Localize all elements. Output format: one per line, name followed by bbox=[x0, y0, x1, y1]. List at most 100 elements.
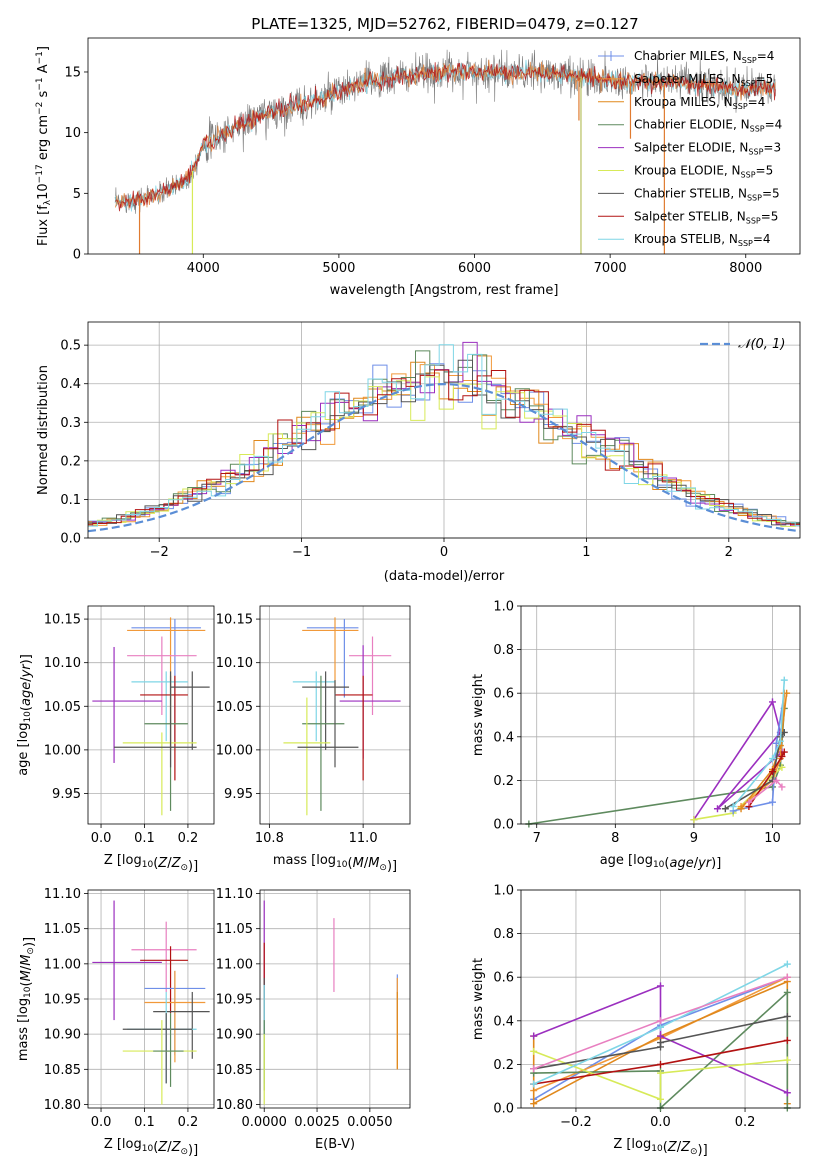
y-tick-label: 5 bbox=[73, 187, 81, 202]
histogram-step bbox=[88, 359, 800, 527]
legend-part: Kroupa MILES, N bbox=[634, 95, 733, 109]
label-part: mass [log bbox=[16, 998, 31, 1061]
x-tick-label: 9 bbox=[690, 831, 698, 846]
weight-point bbox=[783, 1012, 791, 1020]
legend-part: =5 bbox=[762, 186, 780, 200]
label-part: / bbox=[19, 677, 34, 682]
y-tick-label: 11.10 bbox=[216, 887, 253, 902]
x-axis-label: (data-model)/error bbox=[384, 569, 505, 584]
y-tick-label: 10.05 bbox=[44, 700, 81, 715]
y-tick-label: 10.85 bbox=[216, 1063, 253, 1078]
weight-point bbox=[530, 1080, 538, 1088]
legend-part: Chabrier MILES, N bbox=[634, 49, 742, 63]
weight-point bbox=[783, 988, 791, 996]
y-tick-label: 10.95 bbox=[44, 993, 81, 1008]
label-part: age [log bbox=[600, 853, 653, 868]
spectrum-panel: 4000 5000 6000 7000 8000 0 5 10 15 wavelength [An… bbox=[35, 37, 801, 298]
weight-point bbox=[530, 1065, 538, 1073]
y-tick-label: 0.0 bbox=[493, 818, 514, 833]
y-tick-label: 10.90 bbox=[44, 1028, 81, 1043]
y-tick-label: 10.95 bbox=[216, 993, 253, 1008]
weight-point bbox=[780, 748, 788, 756]
weight-point bbox=[780, 676, 788, 684]
legend-part: =4 bbox=[748, 95, 766, 109]
label-part: 10 bbox=[142, 860, 154, 870]
label-part: )] bbox=[19, 654, 34, 664]
x-tick-label: 0.0050 bbox=[347, 1115, 393, 1130]
figure-title: PLATE=1325, MJD=52762, FIBERID=0479, z=0… bbox=[251, 15, 638, 33]
x-tick-label: 2 bbox=[725, 545, 733, 560]
x-axis-label: age [log10(age/yr)] bbox=[600, 853, 722, 871]
label-part: / bbox=[364, 856, 369, 871]
x-tick-label: 7000 bbox=[594, 261, 627, 276]
y-tick-label: 15 bbox=[64, 65, 81, 80]
histogram-step bbox=[88, 369, 800, 525]
weight-point bbox=[778, 752, 786, 760]
label-part: Z bbox=[157, 856, 168, 871]
y-axis-label: age [log10(age/yr)] bbox=[16, 654, 34, 776]
legend-entry: Chabrier ELODIE, NSSP=4 bbox=[634, 118, 782, 134]
legend-part: SSP bbox=[742, 56, 757, 65]
x-tick-label: 0.1 bbox=[134, 831, 155, 846]
label-part: 10 bbox=[651, 1144, 663, 1154]
legend-entry: Chabrier MILES, NSSP=4 bbox=[634, 49, 774, 65]
x-tick-label: 8 bbox=[611, 831, 619, 846]
y-tick-label: 0.5 bbox=[60, 339, 81, 354]
label-part: )] bbox=[711, 856, 721, 871]
label-part: )] bbox=[188, 859, 198, 874]
histograms bbox=[88, 341, 800, 533]
legend-part: SSP bbox=[750, 125, 765, 134]
label-part: )] bbox=[22, 937, 37, 947]
x-tick-label: 5000 bbox=[322, 261, 355, 276]
legend-part: =4 bbox=[765, 118, 783, 132]
y-tick-label: 10.15 bbox=[216, 613, 253, 628]
weight-point bbox=[768, 755, 776, 763]
legend-part: SSP bbox=[746, 216, 761, 225]
label-part: ( bbox=[664, 856, 669, 871]
model-spectrum-line bbox=[115, 62, 776, 212]
age-mass-marks bbox=[283, 617, 401, 816]
x-tick-label: 4000 bbox=[187, 261, 220, 276]
y-tick-label: 10.15 bbox=[44, 613, 81, 628]
x-tick-label: −1 bbox=[292, 545, 311, 560]
weight-Z-panel: −0.2 0.0 0.20.00.20.40.60.81.0Z [log10(Z/Z… bbox=[471, 884, 801, 1158]
mass-Z-marks bbox=[92, 900, 210, 1105]
label-part: / bbox=[167, 856, 172, 871]
legend-part: Chabrier ELODIE, N bbox=[634, 118, 750, 132]
y-tick-label: 0.2 bbox=[60, 454, 81, 469]
x-tick-label: 10 bbox=[764, 831, 781, 846]
plot-frame bbox=[87, 889, 215, 1109]
weight-age-marks bbox=[525, 676, 791, 828]
legend-part: =5 bbox=[756, 72, 774, 86]
label-part: age bbox=[669, 856, 693, 871]
mass-Z-panel: 0.0 0.1 0.2 10.80 10.85 10.90 10.95 11.00 11.05 1… bbox=[16, 887, 215, 1158]
weight-point bbox=[778, 763, 786, 771]
weight-point bbox=[657, 1017, 664, 1025]
age-mass-panel: 10.8 11.0 9.95 10.00 10.05 10.10 10.15 mass [lo… bbox=[216, 605, 411, 874]
label-part: Z bbox=[680, 1140, 691, 1155]
x-tick-label: 8000 bbox=[729, 261, 762, 276]
legend-part: Salpeter STELIB, N bbox=[634, 209, 746, 223]
weight-point bbox=[778, 783, 786, 791]
label-part: −17 bbox=[35, 164, 45, 183]
x-tick-label: 0.2 bbox=[735, 1115, 756, 1130]
legend-entry: Salpeter MILES, NSSP=5 bbox=[634, 72, 773, 88]
age-Z-marks bbox=[92, 617, 210, 816]
legend-part: SSP bbox=[747, 193, 762, 202]
x-tick-label: 0.1 bbox=[134, 1115, 155, 1130]
weight-point bbox=[657, 1039, 664, 1047]
label-part: Z [log bbox=[613, 1137, 651, 1152]
legend-part: SSP bbox=[748, 148, 763, 157]
label-part: ⊙ bbox=[379, 863, 387, 873]
legend-entry: Chabrier STELIB, NSSP=5 bbox=[634, 186, 780, 202]
label-part: Z bbox=[157, 1140, 168, 1155]
plot-frame bbox=[259, 889, 411, 1109]
weight-line bbox=[724, 731, 785, 810]
y-tick-label: 11.00 bbox=[216, 957, 253, 972]
x-axis-label: mass [log10(M/M⊙)] bbox=[273, 853, 397, 874]
weight-point bbox=[721, 805, 729, 813]
x-axis-label: Z [log10(Z/Z⊙)] bbox=[613, 1137, 707, 1158]
legend-part: =4 bbox=[757, 49, 775, 63]
